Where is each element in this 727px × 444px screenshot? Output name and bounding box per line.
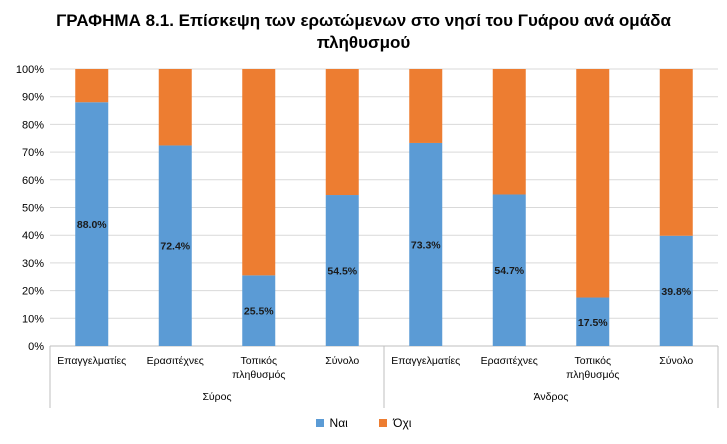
data-label: 54.7% <box>494 265 524 277</box>
x-category-label: Σύνολο <box>659 355 693 367</box>
y-tick-label: 70% <box>22 147 44 159</box>
bar-no <box>576 69 609 298</box>
data-label: 39.8% <box>661 286 691 298</box>
bar-no <box>75 69 108 102</box>
x-category-label: Τοπικός <box>574 355 611 367</box>
x-category-label-line2: πληθυσμός <box>232 369 285 381</box>
legend-swatch-yes <box>316 419 324 427</box>
group-label: Σύρος <box>202 391 231 403</box>
y-tick-label: 90% <box>22 92 44 104</box>
x-category-label: Επαγγελματίες <box>391 355 460 367</box>
legend: Ναι Όχι <box>0 416 727 430</box>
y-tick-label: 0% <box>28 341 44 353</box>
bar-no <box>242 69 275 275</box>
data-label: 73.3% <box>411 239 441 251</box>
bar-no <box>409 69 442 143</box>
x-category-label: Τοπικός <box>240 355 277 367</box>
x-category-label: Ερασιτέχνες <box>481 355 538 367</box>
bar-no <box>326 69 359 195</box>
legend-label-no: Όχι <box>393 416 411 430</box>
x-category-label: Ερασιτέχνες <box>147 355 204 367</box>
legend-label-yes: Ναι <box>330 416 348 430</box>
legend-item-yes: Ναι <box>316 416 348 430</box>
bar-no <box>493 69 526 194</box>
x-category-label: Σύνολο <box>325 355 359 367</box>
group-label: Άνδρος <box>534 391 569 403</box>
y-tick-label: 50% <box>22 203 44 215</box>
y-tick-label: 60% <box>22 175 44 187</box>
y-tick-label: 30% <box>22 258 44 270</box>
y-tick-label: 100% <box>16 64 44 76</box>
data-label: 54.5% <box>327 266 357 278</box>
y-tick-label: 40% <box>22 230 44 242</box>
data-label: 88.0% <box>77 219 107 231</box>
x-category-label: Επαγγελματίες <box>57 355 126 367</box>
data-label: 72.4% <box>160 241 190 253</box>
data-label: 17.5% <box>578 317 608 329</box>
bar-no <box>159 69 192 145</box>
y-tick-label: 20% <box>22 286 44 298</box>
data-label: 25.5% <box>244 306 274 318</box>
y-tick-label: 10% <box>22 313 44 325</box>
y-tick-label: 80% <box>22 119 44 131</box>
legend-swatch-no <box>379 419 387 427</box>
x-category-label-line2: πληθυσμός <box>566 369 619 381</box>
bar-no <box>660 69 693 236</box>
legend-item-no: Όχι <box>379 416 411 430</box>
